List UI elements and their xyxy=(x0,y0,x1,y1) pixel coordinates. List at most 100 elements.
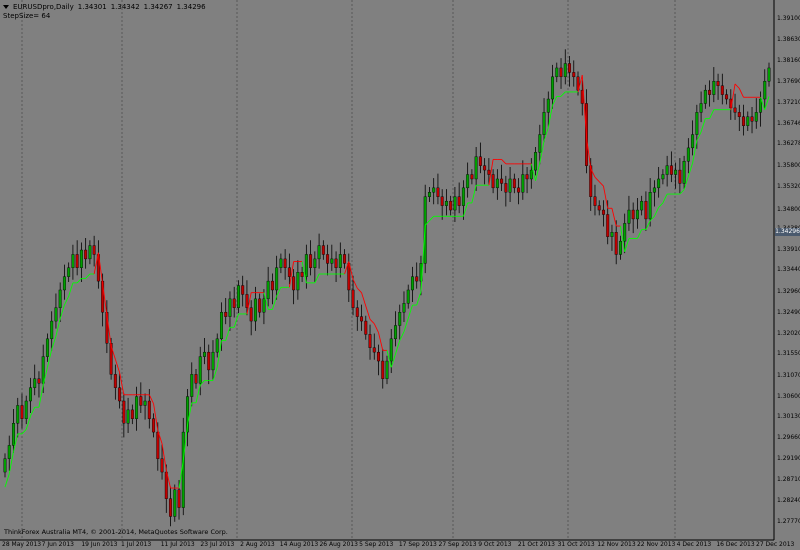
candle-body xyxy=(71,254,75,268)
step-line-segment xyxy=(301,261,307,283)
candle-body xyxy=(186,396,189,433)
date-scale[interactable]: 28 May 2013 7 Jun 2013 19 Jun 2013 1 Jul 20… xyxy=(0,540,794,550)
step-line-segment xyxy=(212,367,218,381)
step-line-segment xyxy=(153,403,159,431)
candle xyxy=(394,311,397,347)
candle-body xyxy=(360,316,364,322)
step-line-segment xyxy=(620,225,626,252)
candle xyxy=(338,242,342,278)
candle xyxy=(750,107,754,134)
candle-body xyxy=(58,289,62,308)
candle-body xyxy=(203,351,206,357)
candle-body xyxy=(440,196,444,206)
step-line-segment xyxy=(119,372,125,395)
candle xyxy=(79,242,83,282)
candle xyxy=(122,393,126,438)
candle-body xyxy=(130,409,134,419)
candle xyxy=(601,200,605,227)
step-line-segment xyxy=(560,91,566,97)
step-line-segment xyxy=(263,292,269,310)
candle xyxy=(495,169,499,200)
candle xyxy=(143,393,147,420)
price-label: 1.27770 xyxy=(777,518,800,526)
candle-body xyxy=(253,298,257,322)
candle-body xyxy=(606,214,610,237)
candle-body xyxy=(546,98,550,113)
step-line-segment xyxy=(64,296,70,306)
step-line-segment xyxy=(55,318,61,337)
candle xyxy=(402,291,406,322)
step-line-segment xyxy=(288,261,295,288)
candle-body xyxy=(62,276,66,291)
candle-body xyxy=(372,347,376,353)
step-line-segment xyxy=(692,140,698,164)
chevron-down-icon[interactable] xyxy=(3,5,9,9)
candle xyxy=(67,262,71,282)
candle xyxy=(84,238,88,269)
date-label: 2 Aug 2013 xyxy=(240,541,275,548)
symbol-title: EURUSDpro,Daily xyxy=(13,3,74,11)
candle xyxy=(440,189,444,220)
candle-body xyxy=(737,112,741,117)
candle-body xyxy=(703,89,707,104)
step-line-segment xyxy=(471,185,477,204)
candle-body xyxy=(394,325,397,340)
date-label: 27 Dec 2013 xyxy=(756,541,795,548)
candle xyxy=(152,413,156,438)
candle xyxy=(461,180,465,220)
candle xyxy=(635,198,639,229)
price-label: 1.35800 xyxy=(777,161,800,169)
step-line-segment xyxy=(187,402,193,426)
candle-body xyxy=(542,112,546,135)
step-line-segment xyxy=(552,96,558,106)
candle-body xyxy=(572,72,576,78)
candle-body xyxy=(313,258,317,268)
candle-body xyxy=(232,298,236,308)
candle xyxy=(716,73,720,100)
candle-body xyxy=(228,298,232,317)
price-label: 1.34380 xyxy=(777,225,800,232)
candle-body xyxy=(436,187,440,197)
candle xyxy=(657,166,661,198)
step-line-segment xyxy=(764,96,770,110)
date-label: 21 Oct 2013 xyxy=(517,541,555,548)
candle xyxy=(241,275,245,307)
candle xyxy=(347,253,351,302)
candle-body xyxy=(368,334,372,348)
step-line-segment xyxy=(416,291,422,306)
candle xyxy=(410,266,414,302)
candle-body xyxy=(699,103,703,113)
candle xyxy=(135,386,139,431)
candle-body xyxy=(695,112,699,135)
candle xyxy=(610,224,614,251)
candle xyxy=(139,382,143,413)
candle xyxy=(669,151,673,183)
candle-body xyxy=(143,400,147,406)
candle-body xyxy=(351,289,355,308)
date-label: 4 Dec 2013 xyxy=(676,541,712,548)
candle xyxy=(427,186,431,203)
candle xyxy=(652,180,656,207)
candle xyxy=(88,240,92,265)
candle-body xyxy=(321,245,325,255)
candle-body xyxy=(126,409,130,424)
price-label: 1.35320 xyxy=(777,182,800,190)
candle-body xyxy=(432,187,436,193)
candle xyxy=(470,169,474,185)
candle xyxy=(436,173,440,205)
price-scale[interactable]: 1.39100 1.38630 1.38160 1.37690 1.37210 1.367… xyxy=(774,0,800,540)
price-label: 1.37690 xyxy=(777,77,800,85)
candle xyxy=(466,162,470,198)
step-line-segment xyxy=(734,83,740,89)
date-label: 17 Sep 2013 xyxy=(398,541,437,548)
step-line-segment xyxy=(38,384,44,408)
candle-series xyxy=(3,49,771,527)
candle xyxy=(113,364,117,400)
candle-body xyxy=(449,200,453,211)
candle xyxy=(334,251,338,282)
candle xyxy=(457,182,461,214)
candle-body xyxy=(317,245,321,260)
candle xyxy=(691,120,695,156)
